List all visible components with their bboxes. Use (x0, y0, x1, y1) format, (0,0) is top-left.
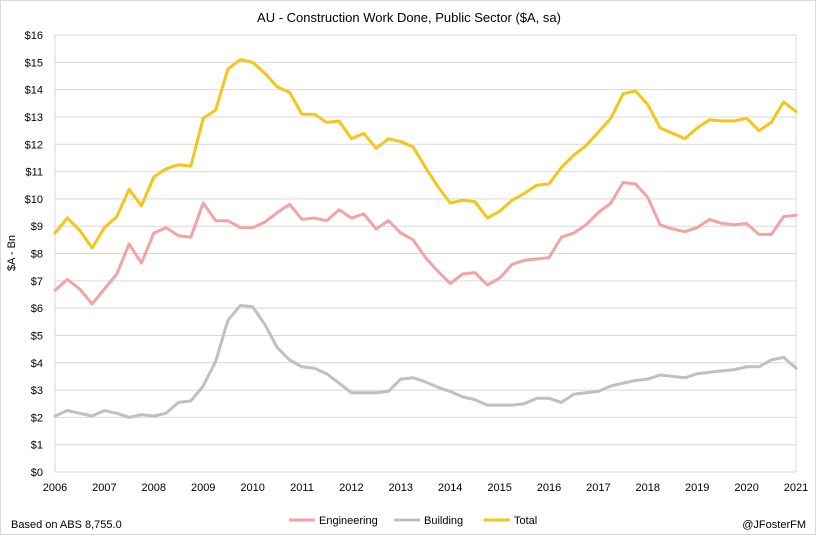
series-line-engineering (53, 181, 798, 306)
y-tick-label: $11 (25, 167, 43, 179)
series-lines (53, 58, 798, 419)
y-tick-label: $15 (25, 57, 43, 69)
source-note: Based on ABS 8,755.0 (11, 519, 122, 531)
series-line-total (53, 58, 798, 250)
x-tick-label: 2016 (537, 482, 561, 494)
y-tick-label: $12 (25, 139, 43, 151)
gridlines (54, 34, 797, 473)
x-axis-ticks: 2006 2007 2008 2009 2010 2011 2012 2013 2014 2015… (43, 482, 808, 494)
chart-title: AU - Construction Work Done, Public Sect… (257, 10, 561, 25)
y-axis-label: $A - Bn (6, 235, 18, 271)
legend-label-total: Total (514, 515, 537, 527)
series-line-building (53, 303, 798, 419)
y-tick-label: $6 (31, 303, 43, 315)
y-axis-ticks: $0 $1 $2 $3 $4 $5 $6 $7 $8 $9 $10 $11 $12 $13 $14 $15 $1… (25, 30, 43, 479)
y-tick-label: $2 (31, 412, 43, 424)
author-credit: @JFosterFM (742, 519, 806, 531)
y-tick-label: $13 (25, 112, 43, 124)
y-tick-label: $7 (31, 276, 43, 288)
y-tick-label: $8 (31, 249, 43, 261)
legend-label-building: Building (424, 515, 463, 527)
x-tick-label: 2009 (191, 482, 215, 494)
x-tick-label: 2021 (784, 482, 808, 494)
x-tick-label: 2014 (438, 482, 462, 494)
y-tick-label: $16 (25, 30, 43, 42)
legend: Engineering Building Total (289, 515, 537, 527)
y-tick-label: $0 (31, 467, 43, 479)
x-tick-label: 2008 (142, 482, 166, 494)
x-tick-label: 2018 (636, 482, 660, 494)
y-tick-label: $14 (25, 85, 43, 97)
x-tick-label: 2019 (685, 482, 709, 494)
x-tick-label: 2017 (586, 482, 610, 494)
x-tick-label: 2020 (734, 482, 758, 494)
x-tick-label: 2010 (240, 482, 264, 494)
y-tick-label: $9 (31, 221, 43, 233)
x-tick-label: 2013 (389, 482, 413, 494)
y-tick-label: $3 (31, 385, 43, 397)
x-tick-label: 2007 (92, 482, 116, 494)
x-tick-label: 2006 (43, 482, 67, 494)
y-tick-label: $4 (31, 358, 43, 370)
y-tick-label: $10 (25, 194, 43, 206)
y-tick-label: $1 (31, 440, 43, 452)
x-tick-label: 2012 (339, 482, 363, 494)
x-tick-label: 2011 (290, 482, 314, 494)
y-tick-label: $5 (31, 330, 43, 342)
x-tick-label: 2015 (487, 482, 511, 494)
legend-label-engineering: Engineering (319, 515, 378, 527)
